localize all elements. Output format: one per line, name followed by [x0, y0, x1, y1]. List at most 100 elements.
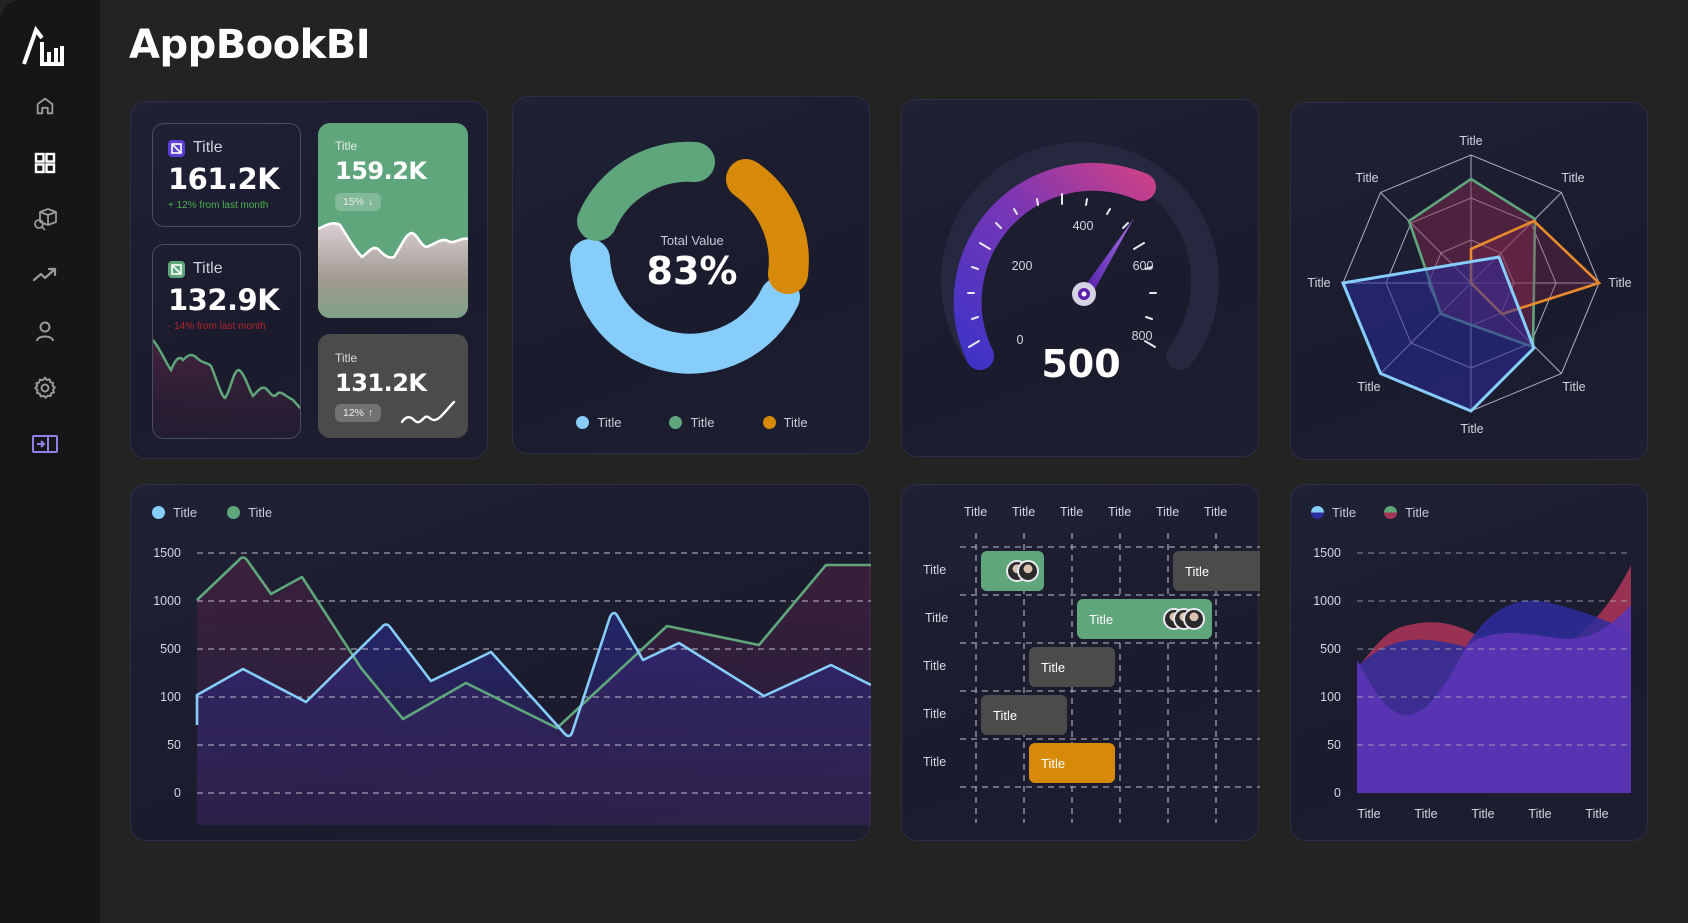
legend-item[interactable]: Title	[762, 415, 808, 430]
legend-item[interactable]: Title	[669, 415, 715, 430]
y-axis-labels: 1500 1000 500 100 50 0	[153, 546, 181, 800]
gantt-row-label: Title	[923, 755, 947, 769]
svg-text:1000: 1000	[153, 594, 181, 608]
svg-text:0: 0	[174, 786, 181, 800]
svg-text:600: 600	[1133, 259, 1154, 273]
kpi-title: Title	[335, 139, 358, 153]
arrow-up-icon: ↑	[368, 407, 374, 419]
home-icon	[36, 97, 54, 115]
gantt-bar[interactable]: Title	[1029, 743, 1115, 783]
grid-icon	[34, 152, 56, 174]
gantt-bar[interactable]: Title	[981, 695, 1067, 735]
svg-text:50: 50	[167, 738, 181, 752]
line-chart-card: Title Title 1500 1000 500 100 50 0	[130, 484, 871, 842]
legend-item[interactable]: Title	[576, 415, 621, 430]
legend-item[interactable]: Title	[227, 505, 272, 520]
kpi-delta: + 12% from last month	[168, 200, 269, 211]
svg-text:Title: Title	[1528, 807, 1551, 821]
kpi-delta: - 14% from last month	[168, 321, 266, 332]
svg-text:Title: Title	[1414, 807, 1437, 821]
legend-item[interactable]: Title	[1384, 505, 1429, 520]
gear-icon	[34, 376, 56, 399]
kpi-value: 159.2K	[335, 157, 427, 185]
gantt-bar[interactable]: Title	[1029, 647, 1115, 687]
gantt-bar[interactable]: Title	[1077, 599, 1212, 639]
logo-icon[interactable]	[22, 25, 66, 68]
gauge-tick-labels: 0 200 400 600 800	[1012, 219, 1154, 347]
svg-text:Title: Title	[1460, 422, 1483, 436]
kpi-tile-2[interactable]: Title 132.9K - 14% from last month	[152, 244, 301, 439]
gantt-row-label: Title	[923, 659, 947, 673]
chip-value: 15%	[343, 196, 365, 208]
kpi-icon	[168, 260, 185, 278]
line-legend: Title Title	[152, 505, 272, 520]
radar-chart[interactable]: Title Title Title Title Title Title Titl…	[1291, 103, 1649, 461]
svg-text:100: 100	[1320, 690, 1341, 704]
donut-chart[interactable]	[565, 137, 815, 387]
donut-segment-blue	[570, 239, 800, 374]
sidebar-item-users[interactable]	[30, 317, 60, 347]
line-chart[interactable]: 1500 1000 500 100 50 0	[131, 485, 871, 842]
donut-segment-green	[577, 141, 715, 241]
svg-text:Title: Title	[1307, 276, 1330, 290]
donut-center-label: Total Value	[660, 233, 724, 248]
box-search-icon	[34, 208, 57, 231]
sparkline-area	[153, 339, 300, 438]
gauge-card: 0 200 400 600 800 500	[901, 99, 1259, 457]
donut-segment-orange	[726, 159, 809, 294]
chip-value: 12%	[343, 407, 365, 419]
kpi-chip: 12% ↑	[335, 404, 382, 422]
sparkline	[400, 400, 456, 424]
sidebar	[0, 0, 100, 923]
svg-text:0: 0	[1017, 333, 1024, 347]
gauge-chart[interactable]: 0 200 400 600 800	[902, 100, 1260, 458]
svg-text:Title: Title	[1459, 134, 1482, 148]
sparkline-area	[318, 222, 468, 318]
legend-item[interactable]: Title	[1311, 505, 1356, 520]
svg-text:1500: 1500	[1313, 546, 1341, 560]
arrow-down-icon: ↓	[368, 196, 374, 208]
svg-text:0: 0	[1334, 786, 1341, 800]
y-axis-labels: 1500 1000 500 100 50 0	[1313, 546, 1341, 800]
svg-text:Title: Title	[1562, 380, 1585, 394]
avatar	[1183, 608, 1205, 630]
user-icon	[36, 321, 54, 342]
sidebar-item-dashboard[interactable]	[30, 148, 60, 178]
kpi-tile-3[interactable]: Title 159.2K 15% ↓	[318, 123, 468, 318]
trending-up-icon	[32, 267, 57, 282]
area-chart[interactable]: 1500 1000 500 100 50 0 Title	[1291, 485, 1649, 842]
kpi-title: Title	[193, 139, 223, 156]
sidebar-item-trends[interactable]	[30, 260, 60, 290]
kpi-card: Title 161.2K + 12% from last month Title…	[130, 101, 488, 459]
legend-item[interactable]: Title	[152, 505, 197, 520]
donut-card: Total Value 83% Title Title Title	[512, 96, 870, 454]
svg-text:Title: Title	[1471, 807, 1494, 821]
avatar	[1017, 560, 1039, 582]
gantt-bar[interactable]	[981, 551, 1044, 591]
area-legend: Title Title	[1311, 505, 1429, 520]
svg-text:Title: Title	[1561, 171, 1584, 185]
svg-text:Title: Title	[1357, 380, 1380, 394]
svg-text:Title: Title	[1357, 807, 1380, 821]
kpi-chip: 15% ↓	[335, 193, 382, 211]
svg-text:400: 400	[1073, 219, 1094, 233]
svg-text:1000: 1000	[1313, 594, 1341, 608]
sign-in-icon	[32, 435, 58, 453]
sidebar-item-signin[interactable]	[30, 429, 60, 459]
svg-text:Title: Title	[1585, 807, 1608, 821]
gantt-column-header: Title	[1060, 505, 1084, 519]
gauge-value: 500	[1041, 342, 1121, 386]
gantt-row-label: Title	[923, 707, 947, 721]
x-axis-labels: Title Title Title Title Title	[1357, 807, 1608, 821]
kpi-tile-1[interactable]: Title 161.2K + 12% from last month	[152, 123, 301, 227]
svg-text:50: 50	[1327, 738, 1341, 752]
sidebar-item-products[interactable]	[30, 204, 60, 234]
kpi-tile-4[interactable]: Title 131.2K 12% ↑	[318, 334, 468, 438]
kpi-icon	[168, 139, 185, 157]
gantt-bar[interactable]: Title	[1173, 551, 1260, 591]
sidebar-item-home[interactable]	[30, 91, 60, 121]
donut-center-value: 83%	[646, 249, 738, 293]
sidebar-item-settings[interactable]	[30, 373, 60, 403]
radar-axis-labels: Title Title Title Title Title Title Titl…	[1307, 134, 1631, 436]
